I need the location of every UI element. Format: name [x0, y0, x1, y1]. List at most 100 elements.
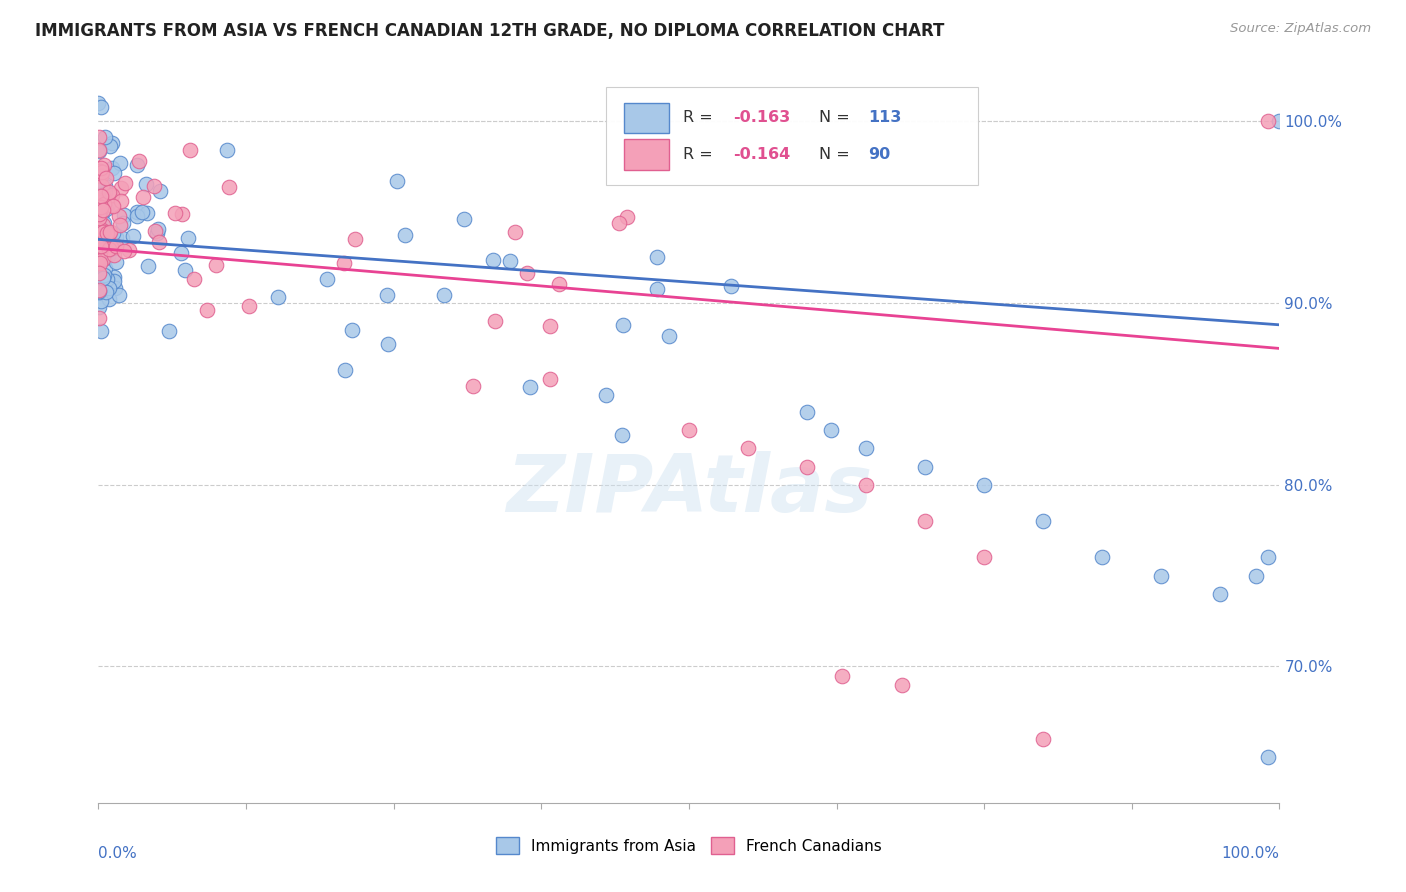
Point [101, 188, 124, 202]
Point [538, 319, 561, 334]
Text: N =: N = [818, 111, 855, 126]
Point [93, 268, 115, 282]
Point [94, 285, 117, 300]
Point [87, 277, 110, 291]
Point [91, 225, 114, 239]
Point [96, 272, 118, 286]
Point [101, 161, 124, 176]
Point [163, 205, 186, 219]
Point [333, 362, 356, 376]
Point [87, 174, 110, 188]
Point [105, 229, 128, 244]
Point [645, 282, 668, 296]
Point [737, 442, 759, 456]
Point [146, 222, 169, 236]
Point [89, 207, 111, 221]
Point [87, 247, 110, 261]
Point [720, 279, 742, 293]
Point [377, 337, 399, 351]
Text: -0.164: -0.164 [733, 147, 790, 161]
Point [183, 272, 205, 286]
Point [87, 96, 110, 111]
Point [796, 459, 818, 474]
Point [1257, 114, 1279, 128]
Point [96, 226, 118, 240]
Point [90, 294, 112, 309]
Point [112, 208, 135, 222]
FancyBboxPatch shape [624, 103, 669, 133]
Point [114, 176, 136, 190]
Point [87, 207, 110, 221]
Point [1209, 587, 1232, 601]
Point [90, 188, 112, 202]
Point [831, 668, 853, 682]
Point [90, 324, 112, 338]
Point [97, 185, 120, 199]
Point [143, 223, 166, 237]
Point [89, 202, 111, 216]
Point [607, 216, 630, 230]
Point [90, 161, 112, 175]
Point [101, 198, 124, 212]
Point [108, 218, 131, 232]
Point [595, 388, 617, 402]
Point [94, 251, 117, 265]
Point [914, 514, 936, 528]
Point [315, 272, 337, 286]
Point [87, 228, 110, 243]
Point [170, 246, 193, 260]
Point [1032, 732, 1054, 747]
Point [433, 288, 456, 302]
Point [89, 285, 111, 299]
Point [94, 202, 117, 216]
Point [1150, 568, 1173, 582]
Point [796, 405, 818, 419]
Point [94, 227, 117, 241]
Point [612, 427, 634, 442]
Point [98, 225, 121, 239]
Point [97, 281, 120, 295]
Point [105, 238, 128, 252]
Text: IMMIGRANTS FROM ASIA VS FRENCH CANADIAN 12TH GRADE, NO DIPLOMA CORRELATION CHART: IMMIGRANTS FROM ASIA VS FRENCH CANADIAN … [35, 22, 945, 40]
Text: 0.0%: 0.0% [98, 847, 138, 862]
Point [463, 379, 485, 393]
Point [375, 288, 398, 302]
Point [218, 179, 240, 194]
Point [93, 197, 115, 211]
Point [108, 209, 131, 223]
Text: 113: 113 [869, 111, 901, 126]
Point [94, 247, 117, 261]
Legend: Immigrants from Asia, French Canadians: Immigrants from Asia, French Canadians [489, 830, 889, 861]
Point [101, 199, 124, 213]
Point [103, 248, 125, 262]
Point [484, 314, 506, 328]
Point [91, 223, 114, 237]
Point [91, 219, 114, 234]
Point [91, 252, 114, 266]
Point [94, 260, 117, 275]
Point [118, 243, 141, 257]
Point [104, 280, 127, 294]
Text: ZIPAtlas: ZIPAtlas [506, 451, 872, 529]
Point [91, 205, 114, 219]
Point [149, 185, 172, 199]
Point [499, 253, 522, 268]
Point [94, 179, 117, 194]
Point [87, 194, 110, 209]
Point [146, 227, 169, 241]
Point [538, 372, 561, 386]
Point [1257, 750, 1279, 764]
Point [87, 194, 110, 208]
Point [973, 550, 995, 565]
Point [547, 277, 569, 291]
Point [482, 252, 505, 267]
Point [112, 216, 135, 230]
Point [96, 171, 118, 186]
Point [89, 191, 111, 205]
Point [98, 226, 121, 240]
Point [658, 328, 681, 343]
Point [87, 223, 110, 237]
Point [90, 169, 112, 184]
Point [340, 323, 363, 337]
Point [616, 211, 638, 225]
